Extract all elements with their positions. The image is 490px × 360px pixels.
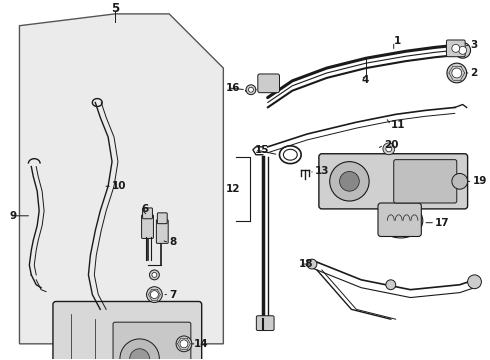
- Circle shape: [340, 171, 359, 191]
- FancyBboxPatch shape: [378, 203, 421, 237]
- Circle shape: [152, 273, 157, 277]
- Text: 19: 19: [472, 176, 487, 186]
- Circle shape: [150, 291, 158, 298]
- Circle shape: [452, 174, 467, 189]
- Circle shape: [130, 349, 149, 360]
- Circle shape: [246, 85, 256, 95]
- FancyBboxPatch shape: [256, 316, 274, 330]
- FancyBboxPatch shape: [319, 154, 467, 209]
- Circle shape: [447, 63, 466, 83]
- FancyBboxPatch shape: [446, 40, 465, 57]
- Text: 17: 17: [435, 218, 450, 228]
- Text: 4: 4: [361, 75, 368, 85]
- Polygon shape: [20, 14, 223, 344]
- Circle shape: [467, 275, 481, 289]
- FancyBboxPatch shape: [113, 322, 191, 360]
- FancyBboxPatch shape: [143, 208, 152, 219]
- Circle shape: [455, 42, 470, 58]
- Text: 18: 18: [299, 259, 314, 269]
- Text: 15: 15: [255, 145, 270, 155]
- Circle shape: [147, 287, 162, 302]
- Text: 5: 5: [111, 3, 119, 15]
- Text: 16: 16: [226, 83, 241, 93]
- Text: 10: 10: [112, 181, 126, 191]
- Circle shape: [180, 340, 188, 348]
- FancyBboxPatch shape: [394, 159, 457, 203]
- Circle shape: [452, 44, 460, 52]
- FancyBboxPatch shape: [258, 74, 279, 93]
- FancyBboxPatch shape: [157, 213, 167, 224]
- Circle shape: [120, 339, 159, 360]
- Circle shape: [149, 270, 159, 280]
- Circle shape: [307, 259, 317, 269]
- Circle shape: [459, 46, 466, 54]
- FancyBboxPatch shape: [156, 220, 168, 243]
- Text: 13: 13: [315, 166, 329, 176]
- Text: 14: 14: [194, 339, 208, 349]
- Text: 7: 7: [169, 289, 176, 300]
- Text: 20: 20: [384, 140, 398, 150]
- Text: 12: 12: [226, 184, 241, 194]
- Text: 8: 8: [169, 237, 176, 247]
- Circle shape: [248, 87, 253, 92]
- Circle shape: [386, 280, 396, 290]
- Text: 3: 3: [470, 40, 478, 50]
- Circle shape: [330, 162, 369, 201]
- Text: 11: 11: [391, 120, 405, 130]
- Text: 9: 9: [10, 211, 17, 221]
- Circle shape: [452, 68, 462, 78]
- Text: 6: 6: [142, 204, 149, 214]
- Circle shape: [176, 336, 192, 352]
- FancyBboxPatch shape: [53, 301, 202, 360]
- Text: 1: 1: [394, 36, 401, 46]
- Circle shape: [386, 146, 392, 152]
- Circle shape: [383, 143, 395, 155]
- Text: 2: 2: [470, 68, 478, 78]
- FancyBboxPatch shape: [142, 215, 153, 238]
